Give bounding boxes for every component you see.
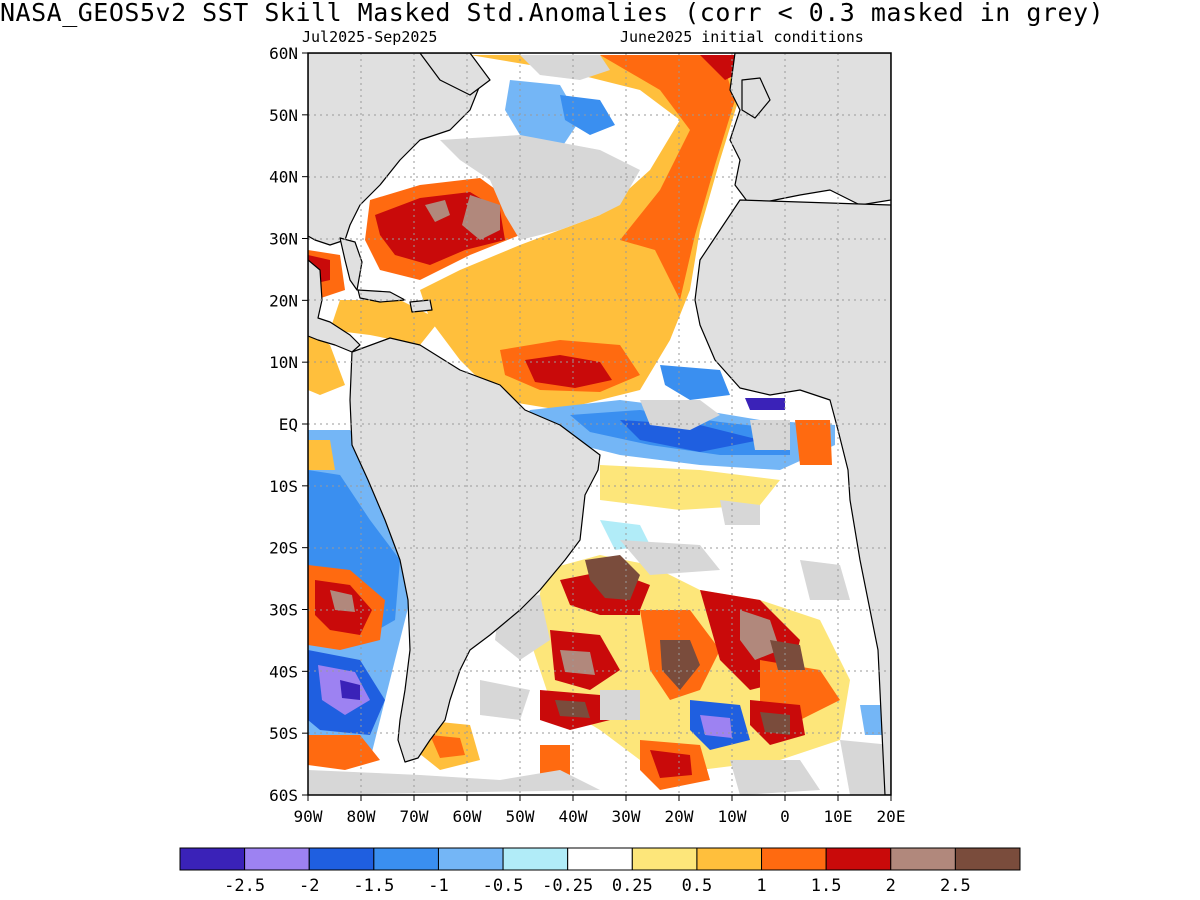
- colorbar-label: 0.25: [612, 876, 653, 896]
- colorbar-label: -0.25: [542, 876, 593, 896]
- lon-label: 20E: [877, 807, 906, 826]
- lon-label: 10E: [824, 807, 853, 826]
- lon-label: 0: [780, 807, 790, 826]
- colorbar-swatch: [502, 847, 569, 871]
- lat-label: 60S: [269, 786, 298, 805]
- lat-label: 40N: [269, 168, 298, 187]
- central-america-land: [308, 259, 361, 353]
- lat-label: 40S: [269, 662, 298, 681]
- map-title: NASA_GEOS5v2 SST Skill Masked Std.Anomal…: [0, 0, 1105, 27]
- longitude-axis: 90W 80W 70W 60W 50W 40W 30W 20W 10W 0 10E 20E: [294, 795, 906, 826]
- colorbar-label: -1: [428, 876, 448, 896]
- forecast-period: Jul2025-Sep2025: [302, 28, 438, 46]
- florida-land: [339, 237, 363, 291]
- initial-conditions: June2025 initial conditions: [620, 28, 864, 46]
- lat-label: 50S: [269, 724, 298, 743]
- europe-land: [729, 53, 891, 206]
- colorbar-swatch: [373, 847, 439, 871]
- cuba-land: [357, 289, 406, 303]
- lon-label: 70W: [400, 807, 429, 826]
- lon-label: 80W: [347, 807, 376, 826]
- latitude-axis: 60N 50N 40N 30N 20N 10N EQ 10S 20S 30S 40S 50S 60S: [269, 44, 308, 805]
- lat-label: 10S: [269, 477, 298, 496]
- colorbar-swatch: [954, 847, 1021, 871]
- colorbar-label: -1.5: [353, 876, 394, 896]
- lon-label: 50W: [506, 807, 535, 826]
- masked-low-skill-areas: [308, 55, 891, 795]
- colorbar-swatch: [890, 847, 956, 871]
- hispaniola-land: [409, 299, 433, 313]
- equatorial-anomalies: [520, 365, 835, 510]
- lat-label: 30N: [269, 230, 298, 249]
- colorbar-swatch: [761, 847, 827, 871]
- lon-label: 60W: [453, 807, 482, 826]
- colorbar-label: 1: [756, 876, 766, 896]
- greenland-land: [419, 53, 491, 96]
- colorbar-swatch: [631, 847, 698, 871]
- north-america-land: [308, 53, 481, 246]
- map-field: [308, 53, 891, 795]
- lat-label: 30S: [269, 601, 298, 620]
- colorbar-label: 1.5: [811, 876, 842, 896]
- lat-label: EQ: [279, 415, 298, 434]
- lon-label: 40W: [559, 807, 588, 826]
- colorbar-label: 2.5: [940, 876, 971, 896]
- lon-label: 30W: [612, 807, 641, 826]
- lat-label: 20S: [269, 539, 298, 558]
- colorbar-swatch: [308, 847, 375, 871]
- colorbar-swatch: [696, 847, 763, 871]
- lon-label: 20W: [665, 807, 694, 826]
- lat-label: 50N: [269, 106, 298, 125]
- colorbar-label: -0.5: [483, 876, 524, 896]
- lat-label: 60N: [269, 44, 298, 63]
- british-isles-land: [741, 77, 771, 119]
- colorbar-swatch: [244, 847, 310, 871]
- colorbar-label: -2: [299, 876, 319, 896]
- lon-label: 10W: [718, 807, 747, 826]
- grid-lines: [308, 53, 891, 795]
- colorbar-label: 2: [886, 876, 896, 896]
- lat-label: 20N: [269, 291, 298, 310]
- colorbar: -2.5 -2 -1.5 -1 -0.5 -0.25 0.25 0.5 1 1.5 2 2.5: [179, 847, 1021, 896]
- lat-label: 10N: [269, 353, 298, 372]
- africa-land: [694, 199, 891, 795]
- colorbar-label: 0.5: [682, 876, 713, 896]
- colorbar-swatch: [825, 847, 892, 871]
- colorbar-label: -2.5: [224, 876, 265, 896]
- colorbar-swatch: [437, 847, 504, 871]
- colorbar-swatch: [567, 847, 633, 871]
- lon-label: 90W: [294, 807, 323, 826]
- south-america-land: [349, 337, 601, 763]
- colorbar-swatch: [179, 847, 246, 871]
